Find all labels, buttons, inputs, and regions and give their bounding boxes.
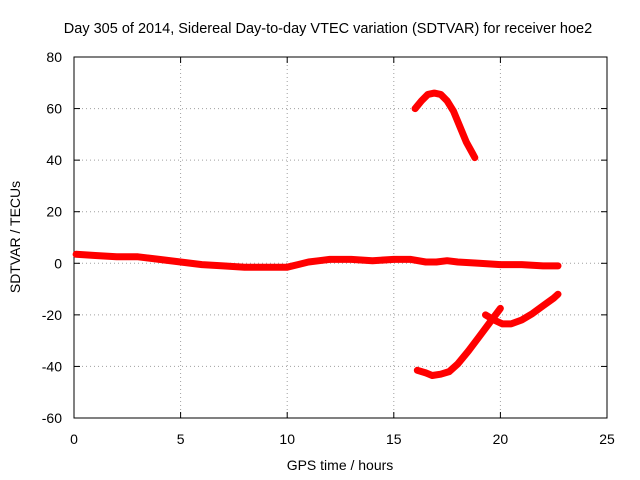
y-tick-label: 0 <box>54 255 62 271</box>
y-tick-label: 60 <box>46 101 62 117</box>
x-tick-label: 25 <box>599 431 615 447</box>
x-tick-label: 10 <box>279 431 295 447</box>
data-series <box>72 89 562 379</box>
plot-frame <box>73 56 608 419</box>
axis-ticks: 0 5 10 15 20 25 -60 -40 -20 0 20 40 60 80 <box>42 49 615 447</box>
series-arc-lower-b <box>482 290 562 328</box>
x-tick-label: 20 <box>493 431 509 447</box>
chart-title: Day 305 of 2014, Sidereal Day-to-day VTE… <box>64 21 592 37</box>
y-tick-label: -40 <box>42 358 62 374</box>
series-arc-main <box>72 250 562 271</box>
y-tick-label: 80 <box>46 49 62 65</box>
y-tick-label: 40 <box>46 152 62 168</box>
series-arc-lower-a <box>413 304 504 379</box>
x-tick-label: 5 <box>177 431 185 447</box>
y-tick-label: 20 <box>46 204 62 220</box>
y-axis-label: SDTVAR / TECUs <box>7 181 23 293</box>
series-arc-upper <box>411 89 479 162</box>
y-tick-label: -60 <box>42 410 62 426</box>
x-axis-label: GPS time / hours <box>287 457 394 473</box>
x-tick-label: 15 <box>386 431 402 447</box>
grid <box>74 57 607 418</box>
x-tick-label: 0 <box>70 431 78 447</box>
y-tick-label: -20 <box>42 307 62 323</box>
